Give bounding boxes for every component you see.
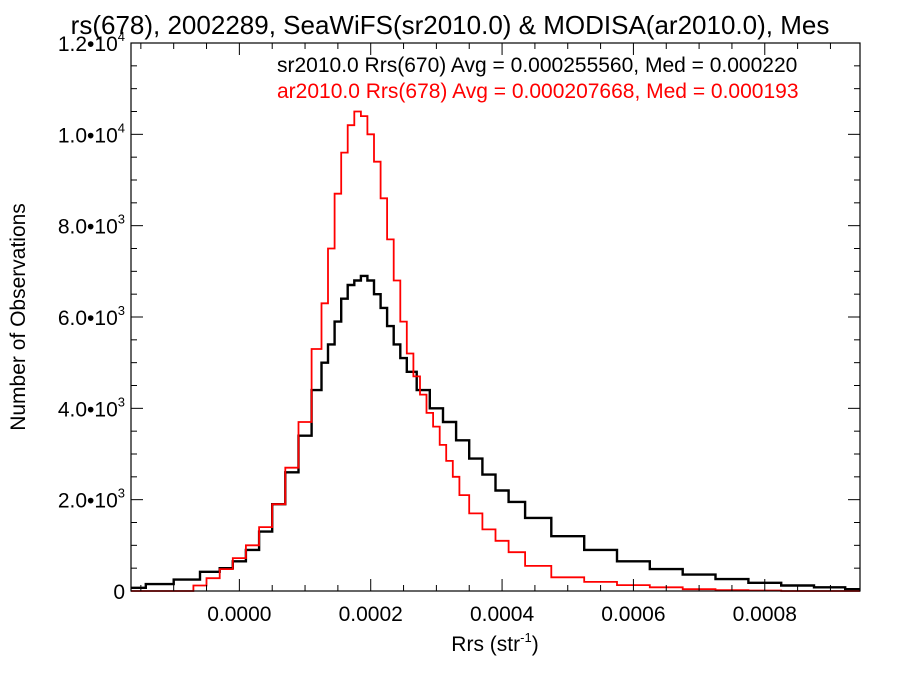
y-tick-label-mantissa: 4.0•10 xyxy=(58,398,118,421)
y-tick-label-exponent: 3 xyxy=(118,394,125,409)
y-tick-label-mantissa: 1.0•10 xyxy=(58,124,118,147)
y-tick-label-mantissa: 8.0•10 xyxy=(58,216,118,239)
chart-title: rs(678), 2002289, SeaWiFS(sr2010.0) & MO… xyxy=(71,10,830,40)
y-tick-label-exponent: 3 xyxy=(118,303,125,318)
x-axis-label: Rrs (str-1) xyxy=(451,630,538,656)
y-tick-label-exponent: 4 xyxy=(118,29,125,44)
y-tick-label-mantissa: 0 xyxy=(113,581,125,604)
x-tick-label: 0.0004 xyxy=(470,603,535,626)
legend-entry-red: ar2010.0 Rrs(678) Avg = 0.000207668, Med… xyxy=(277,80,799,103)
x-tick-label: 0.0008 xyxy=(733,603,797,626)
series-layer xyxy=(131,110,860,592)
y-tick-label-exponent: 3 xyxy=(118,486,125,501)
x-tick-label: 0.0002 xyxy=(339,603,403,626)
y-tick-label-mantissa: 2.0•10 xyxy=(58,490,118,513)
x-axis-label-superscript: -1 xyxy=(520,630,532,645)
legend-entry-black: sr2010.0 Rrs(670) Avg = 0.000255560, Med… xyxy=(277,54,797,77)
y-tick-label: 1.0•104 xyxy=(58,120,125,147)
y-tick-label: 1.2•104 xyxy=(58,29,125,56)
y-tick-label: 8.0•103 xyxy=(58,212,125,239)
y-axis-label: Number of Observations xyxy=(7,203,30,431)
x-tick-label: 0.0006 xyxy=(601,603,665,626)
x-axis-label-main: Rrs (str xyxy=(451,633,520,656)
y-tick-label: 6.0•103 xyxy=(58,303,125,330)
y-tick-label-mantissa: 6.0•10 xyxy=(58,307,118,330)
y-tick-label: 4.0•103 xyxy=(58,394,125,421)
y-axis: 02.0•1034.0•1036.0•1038.0•1031.0•1041.2•… xyxy=(58,29,860,604)
black-series-line xyxy=(131,274,860,591)
plot-frame xyxy=(130,42,861,592)
x-axis: 0.0000 0.0002 0.0004 0.0006 0.0008 xyxy=(140,43,831,626)
red-series-line xyxy=(131,110,860,592)
y-tick-label-exponent: 3 xyxy=(118,212,125,227)
y-tick-label: 0 xyxy=(113,581,125,604)
x-axis-label-close: ) xyxy=(532,633,539,656)
y-tick-label-mantissa: 1.2•10 xyxy=(58,33,118,56)
x-tick-label: 0.0000 xyxy=(207,603,271,626)
y-tick-label-exponent: 4 xyxy=(118,120,125,135)
y-tick-label: 2.0•103 xyxy=(58,486,125,513)
